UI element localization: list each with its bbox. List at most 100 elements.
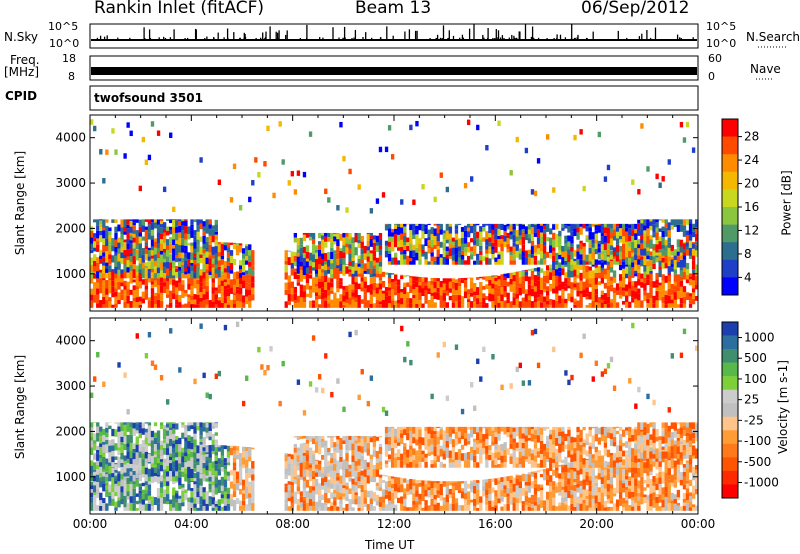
heatmap-cell [102, 289, 106, 297]
heatmap-cell [187, 466, 191, 474]
heatmap-cell [530, 234, 535, 241]
heatmap-cell [555, 260, 559, 265]
heatmap-cell [679, 291, 684, 298]
heatmap-cell [348, 168, 352, 175]
heatmap-cell [305, 443, 310, 447]
heatmap-cell [381, 507, 386, 511]
heatmap-cell [141, 489, 146, 494]
heatmap-cell [108, 425, 112, 430]
heatmap-cell [488, 504, 492, 511]
heatmap-cell [463, 503, 468, 511]
heatmap-cell [314, 483, 319, 487]
heatmap-cell [482, 434, 486, 442]
heatmap-cell [159, 475, 164, 482]
heatmap-cell [245, 299, 249, 305]
heatmap-cell [384, 296, 389, 303]
heatmap-cell [138, 503, 142, 511]
heatmap-cell [381, 489, 386, 497]
heatmap-cell [187, 294, 191, 298]
heatmap-cell [390, 246, 395, 252]
heatmap-cell [670, 259, 674, 264]
heatmap-cell [284, 282, 288, 290]
heatmap-cell [655, 222, 659, 228]
heatmap-cell [403, 446, 407, 452]
heatmap-cell [202, 226, 206, 231]
heatmap-cell [351, 435, 355, 441]
heatmap-cell [542, 289, 547, 293]
heatmap-cell [524, 275, 529, 282]
heatmap-cell [518, 271, 522, 278]
heatmap-cell [251, 480, 255, 488]
heatmap-cell [318, 435, 322, 439]
heatmap-cell [661, 219, 665, 223]
heatmap-cell [217, 288, 222, 294]
heatmap-cell [208, 250, 212, 258]
heatmap-cell [333, 497, 337, 501]
heatmap-cell [354, 498, 358, 505]
heatmap-cell [117, 299, 121, 305]
heatmap-cell [409, 482, 413, 490]
heatmap-cell [199, 292, 203, 298]
heatmap-cell [451, 278, 456, 282]
heatmap-cell [579, 259, 583, 265]
heatmap-cell [384, 250, 389, 258]
heatmap-cell [345, 460, 349, 469]
heatmap-cell [342, 232, 346, 238]
heatmap-cell [591, 281, 595, 288]
heatmap-cell [439, 223, 443, 230]
heatmap-cell [202, 250, 206, 254]
heatmap-cell [330, 505, 334, 511]
heatmap-cell [400, 325, 404, 332]
heatmap-cell [245, 504, 249, 511]
heatmap-cell [609, 232, 614, 239]
heatmap-cell [123, 242, 127, 250]
heatmap-cell [308, 260, 313, 266]
heatmap-cell [418, 429, 422, 437]
heatmap-cell [108, 478, 112, 482]
heatmap-cell [363, 448, 367, 453]
heatmap-cell [330, 232, 334, 240]
heatmap-cell [479, 242, 483, 246]
heatmap-cell [199, 282, 203, 287]
heatmap-cell [223, 289, 228, 298]
heatmap-cell [172, 502, 176, 508]
heatmap-cell [688, 296, 693, 301]
heatmap-cell [117, 362, 121, 368]
heatmap-cell [433, 483, 437, 488]
heatmap-cell [378, 496, 383, 503]
heatmap-cell [485, 231, 489, 240]
heatmap-cell [99, 462, 103, 467]
heatmap-cell [284, 301, 288, 308]
heatmap-cell [485, 459, 489, 468]
heatmap-cell [406, 449, 410, 458]
heatmap-cell [503, 235, 507, 242]
heatmap-cell [108, 452, 112, 458]
heatmap-cell [433, 302, 437, 308]
freq-panel-frame [89, 55, 699, 81]
heatmap-cell [488, 279, 492, 286]
heatmap-cell [132, 448, 136, 453]
heatmap-cell [424, 490, 428, 497]
heatmap-cell [169, 460, 173, 464]
heatmap-cell [129, 496, 133, 503]
heatmap-cell [287, 301, 291, 305]
heatmap-cell [588, 223, 592, 228]
heatmap-cell [232, 242, 237, 244]
heatmap-cell [470, 254, 474, 260]
heatmap-cell [515, 271, 519, 278]
heatmap-cell [372, 442, 377, 447]
heatmap-cell [132, 256, 136, 262]
heatmap-cell [120, 486, 124, 493]
heatmap-cell [166, 276, 170, 281]
heatmap-cell [625, 237, 629, 242]
heatmap-cell [415, 507, 419, 511]
heatmap-cell [631, 297, 635, 303]
heatmap-cell [311, 287, 316, 293]
heatmap-cell [518, 283, 522, 288]
heatmap-cell [518, 493, 522, 497]
heatmap-cell [509, 272, 513, 279]
heatmap-cell [445, 223, 450, 231]
heatmap-cell [694, 296, 699, 301]
heatmap-cell [193, 498, 197, 504]
heatmap-cell [144, 493, 149, 501]
